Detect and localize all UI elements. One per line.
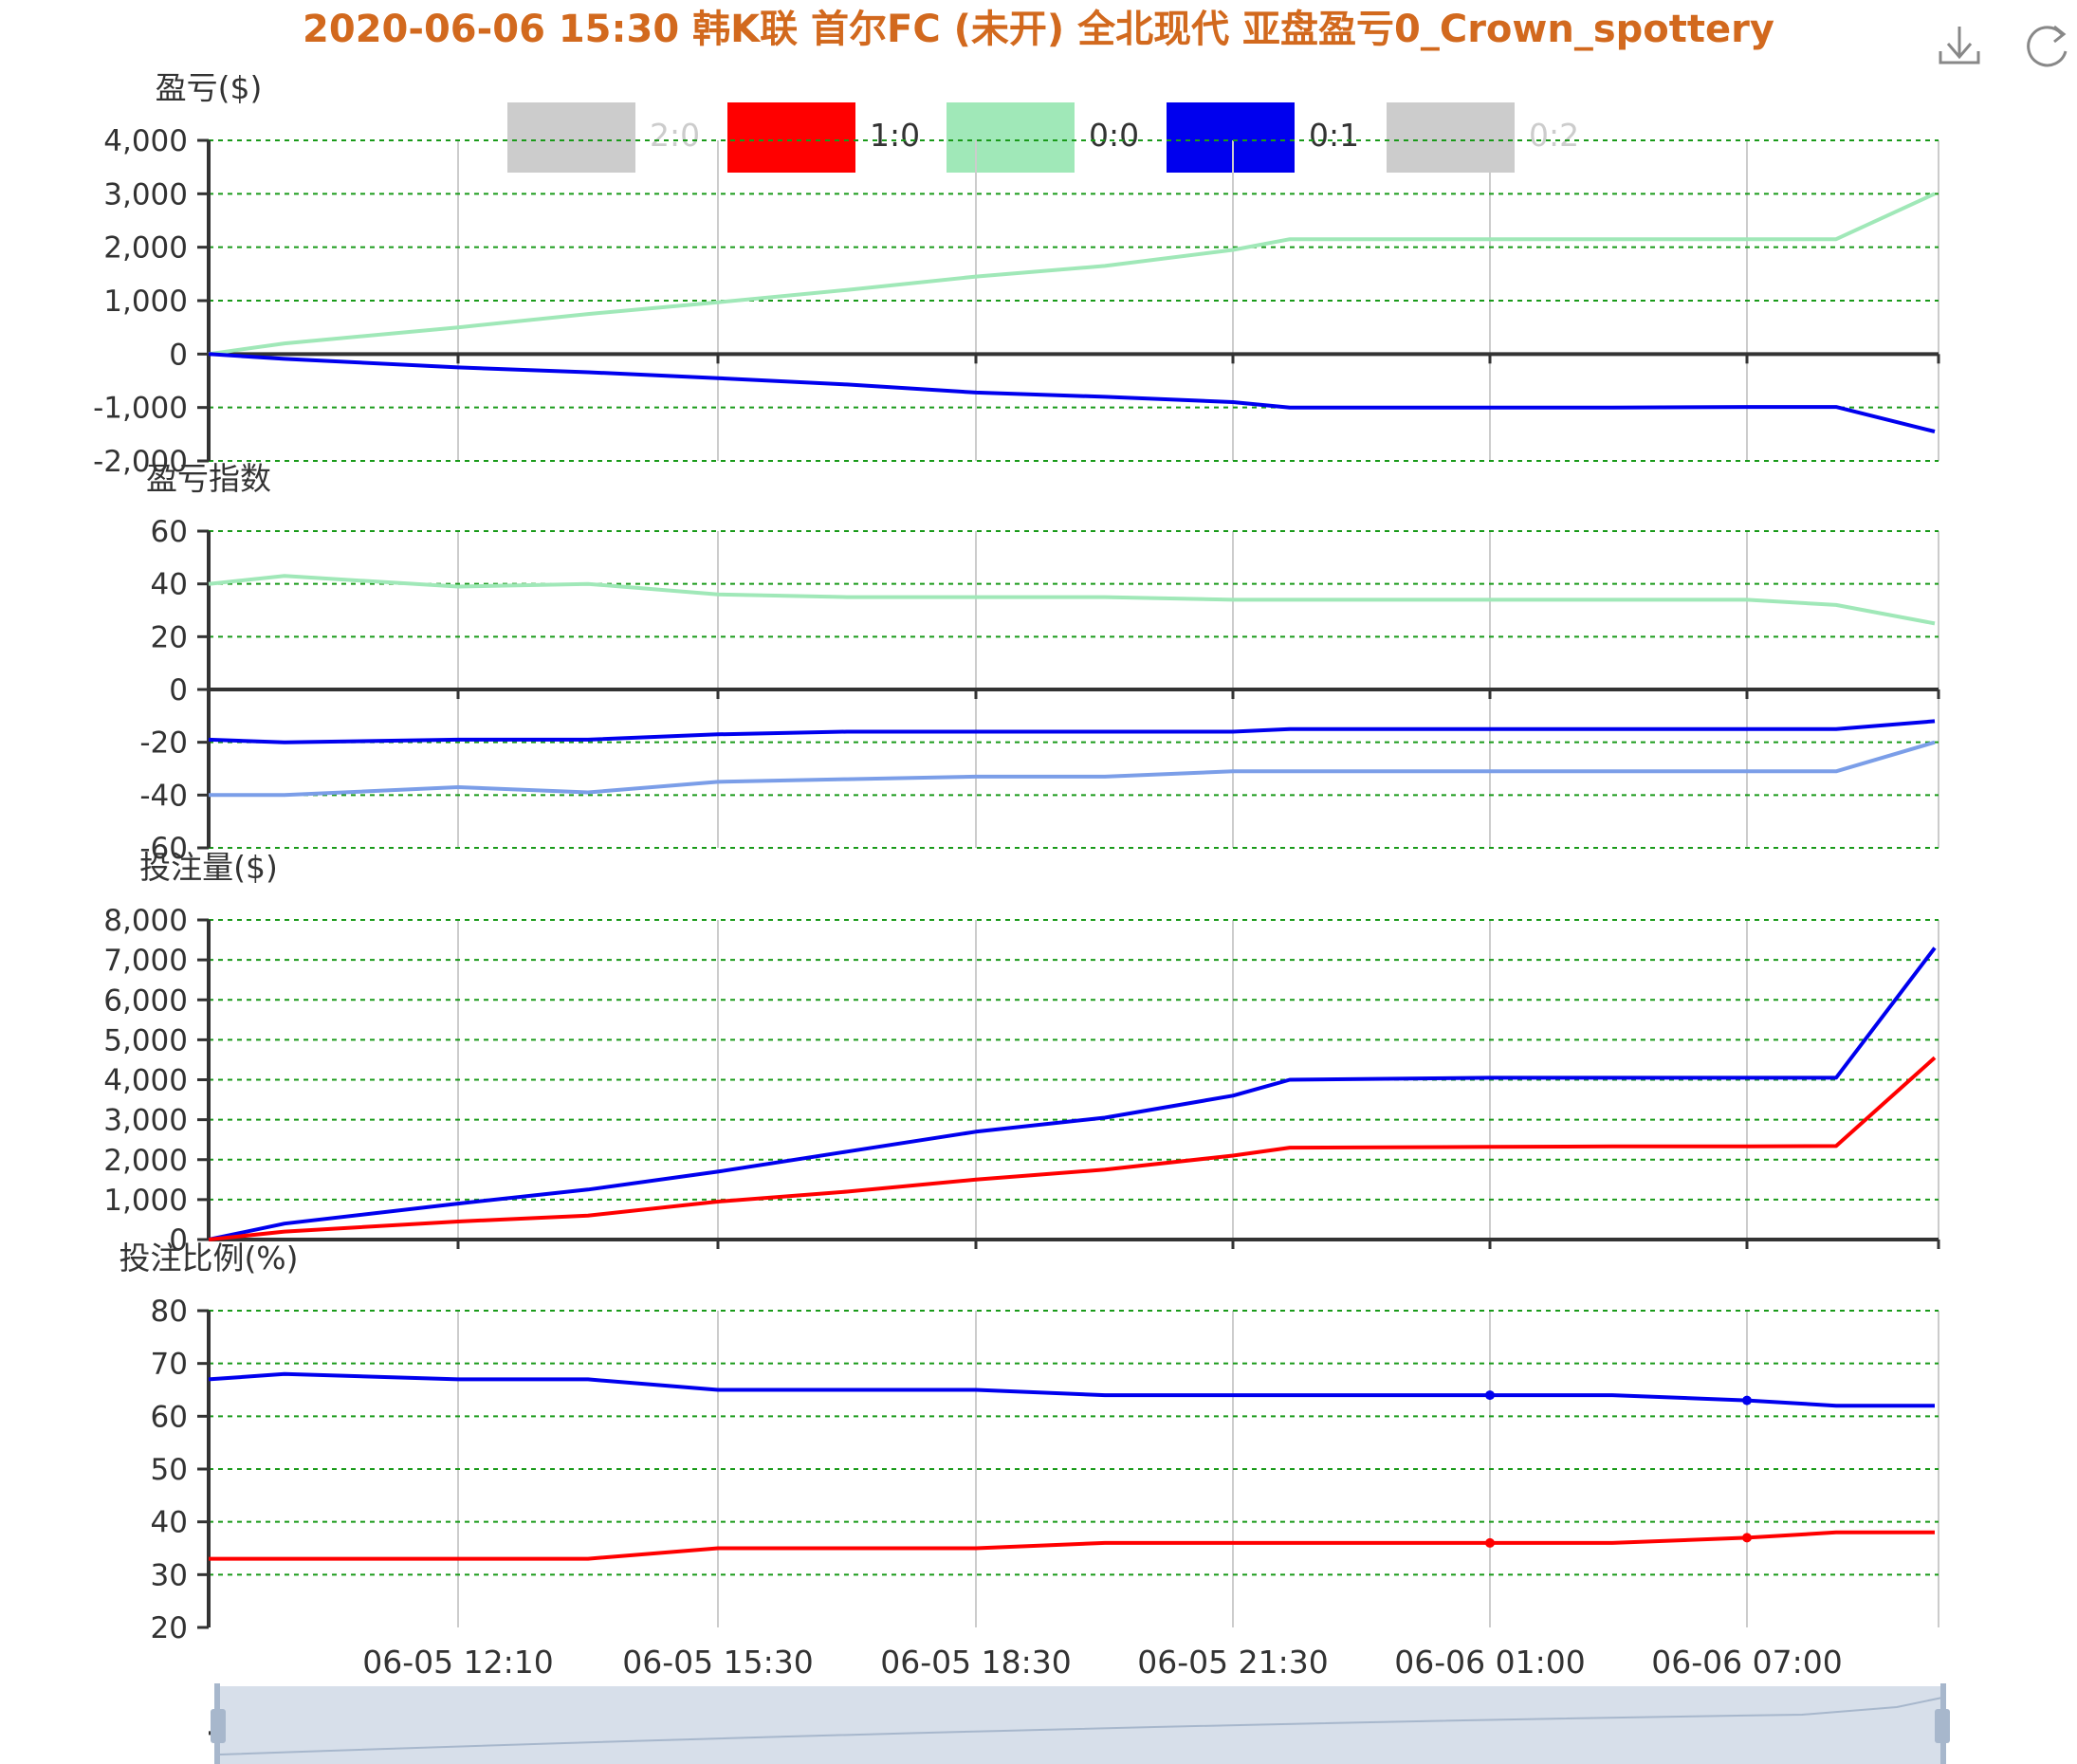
x-tick-label: 06-06 01:00	[1394, 1644, 1585, 1681]
zoom-right-handle[interactable]	[1935, 1709, 1950, 1743]
x-tick-label: 06-05 12:10	[362, 1644, 553, 1681]
panel-3: 8,000 7,000 6,000 5,000 4,000 3,000 2,000 1,000…	[103, 849, 1940, 1258]
y-axis-name: 盈亏指数	[146, 460, 271, 497]
legend-swatch	[727, 102, 855, 173]
legend-label: 0:2	[1529, 117, 1579, 154]
y-tick-label: 20	[151, 1611, 188, 1645]
y-tick-label: -2,000	[93, 445, 188, 479]
y-tick-label: 70	[151, 1348, 188, 1382]
legend-label: 0:1	[1309, 117, 1359, 154]
legend-item-0-2[interactable]: 0:2	[1387, 102, 1579, 173]
y-tick-label: 4,000	[103, 1064, 188, 1098]
y-tick-label: 2,000	[103, 1144, 188, 1178]
data-point	[1485, 1390, 1495, 1401]
legend-item-0-1[interactable]: 0:1	[1167, 102, 1359, 173]
series-line-0-1	[208, 1371, 1935, 1408]
legend-swatch	[947, 102, 1075, 173]
y-tick-label: 2,000	[103, 231, 188, 266]
y-tick-label: 0	[169, 1223, 188, 1258]
y-tick-label: -60	[139, 832, 188, 866]
legend-label: 1:0	[870, 117, 920, 154]
legend: 2:0 1:0 0:0 0:1 0:2	[507, 102, 1579, 173]
data-zoom-slider[interactable]	[211, 1683, 1950, 1764]
x-tick-label: 06-05 18:30	[880, 1644, 1071, 1681]
y-tick-label: 8,000	[103, 904, 188, 938]
x-tick-label: 06-05 21:30	[1137, 1644, 1328, 1681]
y-tick-label: 60	[151, 515, 188, 549]
refresh-icon[interactable]	[2027, 25, 2068, 67]
y-tick-label: 0	[169, 673, 188, 707]
panel-2: 60 40 20 0 -20 -40 -60 盈亏指数	[139, 460, 1940, 866]
series-line-idx2	[209, 740, 1936, 798]
y-tick-label: 3,000	[103, 1104, 188, 1138]
y-tick-label: 6,000	[103, 983, 188, 1018]
x-axis: 06-05 12:10 06-05 15:30 06-05 18:30 06-05 2…	[362, 1644, 1842, 1681]
series-line-0-0	[208, 192, 1936, 357]
panel-1: 4,000 3,000 2,000 1,000 0 -1,000 -2,000 盈亏($)	[93, 69, 1940, 479]
y-tick-label: 40	[151, 568, 188, 602]
zoom-selected-range	[214, 1686, 1946, 1764]
y-tick-label: 80	[151, 1295, 188, 1329]
series-line-1-0	[208, 1056, 1937, 1241]
legend-swatch	[1387, 102, 1515, 173]
y-tick-label: 50	[151, 1453, 188, 1487]
series-line-0-1	[208, 946, 1937, 1241]
chart-panels: 4,000 3,000 2,000 1,000 0 -1,000 -2,000 盈亏($) 60…	[93, 69, 1940, 1743]
y-tick-label: 7,000	[103, 944, 188, 978]
legend-label: 0:0	[1089, 117, 1139, 154]
y-axis-name: 盈亏($)	[156, 69, 263, 106]
y-tick-label: 1,000	[103, 285, 188, 319]
y-tick-label: 0	[169, 338, 188, 372]
legend-swatch	[507, 102, 635, 173]
series-line-idx1	[208, 719, 1936, 744]
data-point	[1742, 1533, 1752, 1543]
y-tick-label: 3,000	[103, 177, 188, 211]
legend-label: 2:0	[650, 117, 700, 154]
legend-item-0-0[interactable]: 0:0	[947, 102, 1139, 173]
legend-item-2-0[interactable]: 2:0	[507, 102, 700, 173]
data-point	[1485, 1537, 1495, 1548]
data-point	[1742, 1395, 1752, 1406]
y-tick-label: -1,000	[93, 392, 188, 426]
legend-item-1-0[interactable]: 1:0	[727, 102, 920, 173]
legend-swatch	[1167, 102, 1295, 173]
y-tick-label: -20	[139, 726, 188, 761]
x-tick-label: 06-06 07:00	[1651, 1644, 1842, 1681]
series-line-0-1	[208, 352, 1936, 433]
zoom-preview-line	[219, 1697, 1943, 1755]
y-tick-label: 5,000	[103, 1023, 188, 1057]
zoom-left-handle[interactable]	[211, 1709, 226, 1743]
panel-4: 80 70 60 50 40 30 20 投注比例(%)	[119, 1240, 1940, 1743]
y-tick-label: 20	[151, 620, 188, 654]
y-tick-label: 1,000	[103, 1184, 188, 1218]
x-tick-label: 06-05 15:30	[622, 1644, 813, 1681]
y-tick-label: 30	[151, 1558, 188, 1592]
series-line-idx0	[208, 574, 1936, 626]
y-axis-name: 投注比例(%)	[119, 1240, 298, 1277]
series-line-1-0	[209, 1530, 1935, 1561]
y-tick-label: -40	[139, 779, 188, 813]
chart-title: 2020-06-06 15:30 韩K联 首尔FC (未开) 全北现代 亚盘盈亏…	[303, 8, 1774, 51]
download-icon[interactable]	[1939, 27, 1980, 64]
y-tick-label: 4,000	[103, 124, 188, 158]
y-tick-label: 60	[151, 1400, 188, 1434]
y-tick-label: 40	[151, 1506, 188, 1540]
y-axis-name: 投注量($)	[139, 849, 278, 886]
